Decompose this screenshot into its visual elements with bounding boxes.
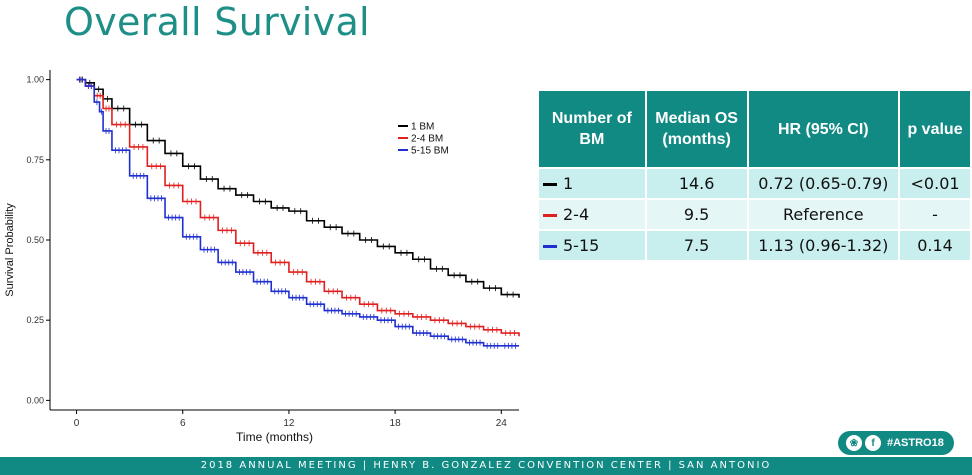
y-tick-label: 0.00 xyxy=(26,395,44,405)
hashtag: #ASTRO18 xyxy=(887,437,944,449)
legend: 1 BM2-4 BM5-15 BM xyxy=(398,122,449,157)
hr-cell: 1.13 (0.96-1.32) xyxy=(746,229,901,262)
twitter-icon[interactable]: ❀ xyxy=(846,435,862,451)
col-header-p-value: p value xyxy=(898,89,972,169)
x-tick-label: 18 xyxy=(390,418,402,429)
legend-swatch xyxy=(543,245,557,248)
slide-title: Overall Survival xyxy=(64,0,370,44)
group-label: 1 xyxy=(563,174,574,193)
footer-bar: 2018 ANNUAL MEETING | HENRY B. GONZALEZ … xyxy=(0,457,972,475)
axes-layer: 0 6 12 18 24 0.00 0.25 0.50 0.75 1.00 Time (months… xyxy=(4,70,519,444)
y-axis-label: Survival Probability xyxy=(4,203,16,297)
y-tick-label: 0.50 xyxy=(26,235,44,245)
x-tick-label: 12 xyxy=(283,418,295,429)
series-line-1 xyxy=(76,78,520,298)
median-os-cell: 14.6 xyxy=(644,167,749,200)
hr-cell: Reference xyxy=(746,198,901,231)
table-row: 2-4 9.5 Reference - xyxy=(537,198,972,231)
series-line-2 xyxy=(76,78,520,337)
median-os-cell: 9.5 xyxy=(644,198,749,231)
legend-label: 2-4 BM xyxy=(411,134,443,145)
p-value-cell: - xyxy=(898,198,972,231)
group-label: 5-15 xyxy=(563,236,600,255)
censor-marks-1 xyxy=(80,76,514,298)
table-header-row: Number of BM Median OS (months) HR (95% … xyxy=(537,89,972,169)
social-badge: ❀ f #ASTRO18 xyxy=(838,431,954,455)
x-axis-label: Time (months) xyxy=(236,430,313,444)
x-tick-label: 6 xyxy=(180,418,186,429)
facebook-icon[interactable]: f xyxy=(865,435,881,451)
median-os-table: Number of BM Median OS (months) HR (95% … xyxy=(537,89,972,262)
x-tick-label: 0 xyxy=(74,418,80,429)
row-group-cell: 1 xyxy=(537,167,647,200)
median-os-cell: 7.5 xyxy=(644,229,749,262)
col-header-number-of-bm: Number of BM xyxy=(537,89,647,169)
legend-label: 5-15 BM xyxy=(411,146,449,157)
y-tick-label: 0.75 xyxy=(26,155,44,165)
legend-label: 1 BM xyxy=(411,122,434,133)
y-tick-label: 0.25 xyxy=(26,315,44,325)
censor-marks-3 xyxy=(79,76,516,349)
col-header-hr: HR (95% CI) xyxy=(746,89,901,169)
row-group-cell: 5-15 xyxy=(537,229,647,262)
y-tick-label: 1.00 xyxy=(26,75,44,85)
table-row: 1 14.6 0.72 (0.65-0.79) <0.01 xyxy=(537,167,972,200)
group-label: 2-4 xyxy=(563,205,590,224)
censor-marks-2 xyxy=(79,76,515,337)
series-layer xyxy=(76,76,520,349)
row-group-cell: 2-4 xyxy=(537,198,647,231)
col-header-median-os: Median OS (months) xyxy=(644,89,749,169)
p-value-cell: <0.01 xyxy=(898,167,972,200)
legend-swatch xyxy=(543,214,557,217)
legend-swatch xyxy=(543,183,557,186)
table-row: 5-15 7.5 1.13 (0.96-1.32) 0.14 xyxy=(537,229,972,262)
x-tick-label: 24 xyxy=(496,418,508,429)
p-value-cell: 0.14 xyxy=(898,229,972,262)
hr-cell: 0.72 (0.65-0.79) xyxy=(746,167,901,200)
km-survival-chart: 0 6 12 18 24 0.00 0.25 0.50 0.75 1.00 Time (months… xyxy=(4,70,520,444)
series-line-3 xyxy=(76,78,519,347)
